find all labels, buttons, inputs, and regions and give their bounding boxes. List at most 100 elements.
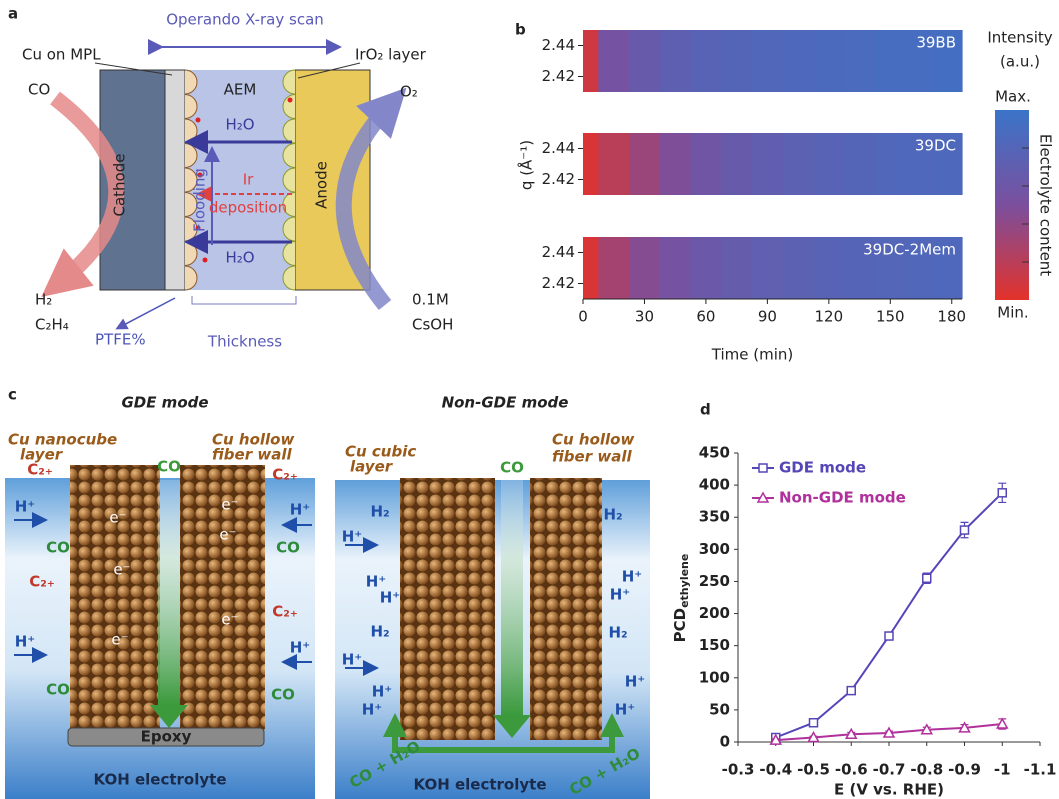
y-axis-label: q (Å⁻¹) <box>517 140 536 190</box>
label: H⁺ <box>342 651 362 669</box>
ir-dot <box>288 98 293 103</box>
label: O₂ <box>400 83 418 101</box>
legend-label: GDE mode <box>779 459 866 477</box>
electron: e⁻ <box>109 509 126 527</box>
colorbar-label: Electrolyte content <box>1037 134 1055 276</box>
heat-cell <box>875 30 906 92</box>
gde-co-arrow <box>158 480 180 705</box>
x-axis-label: Time (min) <box>711 346 793 364</box>
label: CO <box>157 458 181 476</box>
label: Non-GDE mode <box>442 394 569 412</box>
label: H⁺ <box>610 586 630 604</box>
row-name: 39DC <box>915 137 956 155</box>
x-axis-label: E (V vs. RHE) <box>834 781 944 799</box>
legend-label: Non-GDE mode <box>779 489 906 507</box>
ir-dot <box>196 118 201 123</box>
label: H₂ <box>35 291 52 309</box>
label: CsOH <box>412 316 453 334</box>
label: IrO₂ layer <box>355 46 427 64</box>
label: layer <box>350 458 394 476</box>
heat-cell <box>691 237 722 299</box>
x-tick-label: -0.4 <box>759 761 792 779</box>
label: AEM <box>224 81 257 99</box>
marker <box>998 489 1006 497</box>
x-tick-label: -0.5 <box>797 761 830 779</box>
label: Operando X-ray scan <box>166 11 324 29</box>
heat-cell <box>752 30 783 92</box>
label: Epoxy <box>141 728 192 746</box>
label: H⁺ <box>342 528 362 546</box>
heat-cell <box>691 30 722 92</box>
label: H₂O <box>225 249 254 267</box>
heat-cell <box>598 30 629 92</box>
panel-label: d <box>700 401 711 419</box>
panel-a-diagram <box>55 47 390 328</box>
y-tick-label: 100 <box>699 668 730 686</box>
y-tick-label: 2.42 <box>542 274 575 292</box>
panel-label: c <box>8 386 17 404</box>
nongde-wall <box>530 478 602 740</box>
marker <box>759 464 767 472</box>
heat-cell <box>844 133 875 195</box>
heat-cell <box>721 30 752 92</box>
label: C₂₊ <box>29 573 55 591</box>
heat-cell <box>721 237 752 299</box>
heat-cell <box>752 237 783 299</box>
colorbar-max: Max. <box>995 88 1031 106</box>
label: C₂H₄ <box>35 316 69 334</box>
marker <box>885 632 893 640</box>
label: Flooding <box>191 168 209 232</box>
y-tick-label: 350 <box>699 508 730 526</box>
y-tick-label: 2.44 <box>542 139 575 157</box>
label: CO <box>500 459 524 477</box>
y-label-main: PCD <box>671 608 689 642</box>
label: Cathode <box>111 154 129 217</box>
label: PTFE% <box>95 331 146 349</box>
label: deposition <box>209 199 287 217</box>
y-tick-label: 300 <box>699 540 730 558</box>
panel-c-diagram <box>5 465 650 799</box>
y-tick-label: 2.42 <box>542 67 575 85</box>
label: CO <box>28 81 50 99</box>
heat-cell <box>875 133 906 195</box>
label: CO <box>271 686 295 704</box>
x-tick-label: 180 <box>937 308 966 326</box>
y-tick-label: 250 <box>699 572 730 590</box>
label: H⁺ <box>372 683 392 701</box>
y-tick-label: 200 <box>699 604 730 622</box>
label: H₂ <box>370 623 389 641</box>
x-tick-label: 150 <box>876 308 905 326</box>
label: H₂O <box>225 116 254 134</box>
figure: aOperando X-ray scanCu on MPLIrO₂ layerC… <box>0 0 1059 799</box>
label: CO <box>46 681 70 699</box>
heat-cell <box>783 133 814 195</box>
y-tick-label: 2.44 <box>542 243 575 261</box>
label: Ir <box>243 171 254 189</box>
panel-label: a <box>8 5 18 23</box>
x-tick-label: 30 <box>635 308 654 326</box>
label: H⁺ <box>15 633 35 651</box>
heat-cell <box>813 30 844 92</box>
y-tick-label: 150 <box>699 636 730 654</box>
row-name: 39DC-2Mem <box>863 241 956 259</box>
label: H₂ <box>608 624 627 642</box>
label: Cu on MPL <box>22 46 101 64</box>
heat-cell <box>629 237 660 299</box>
x-tick-label: 120 <box>815 308 844 326</box>
heat-cell <box>844 30 875 92</box>
label: H⁺ <box>380 589 400 607</box>
label: H⁺ <box>362 701 382 719</box>
label: H₂ <box>603 506 622 524</box>
label: fiber wall <box>212 446 292 464</box>
y-tick-label: 2.42 <box>542 170 575 188</box>
y-axis-label: PCDethylene <box>671 554 692 643</box>
y-tick-label: 400 <box>699 476 730 494</box>
label: H⁺ <box>290 639 310 657</box>
electron: e⁻ <box>219 526 236 544</box>
x-tick-label: -0.3 <box>722 761 755 779</box>
x-tick-label: 60 <box>696 308 715 326</box>
heat-cell <box>629 133 660 195</box>
x-tick-label: 0 <box>578 308 588 326</box>
ir-dot <box>203 258 208 263</box>
label: C₂₊ <box>272 466 298 484</box>
